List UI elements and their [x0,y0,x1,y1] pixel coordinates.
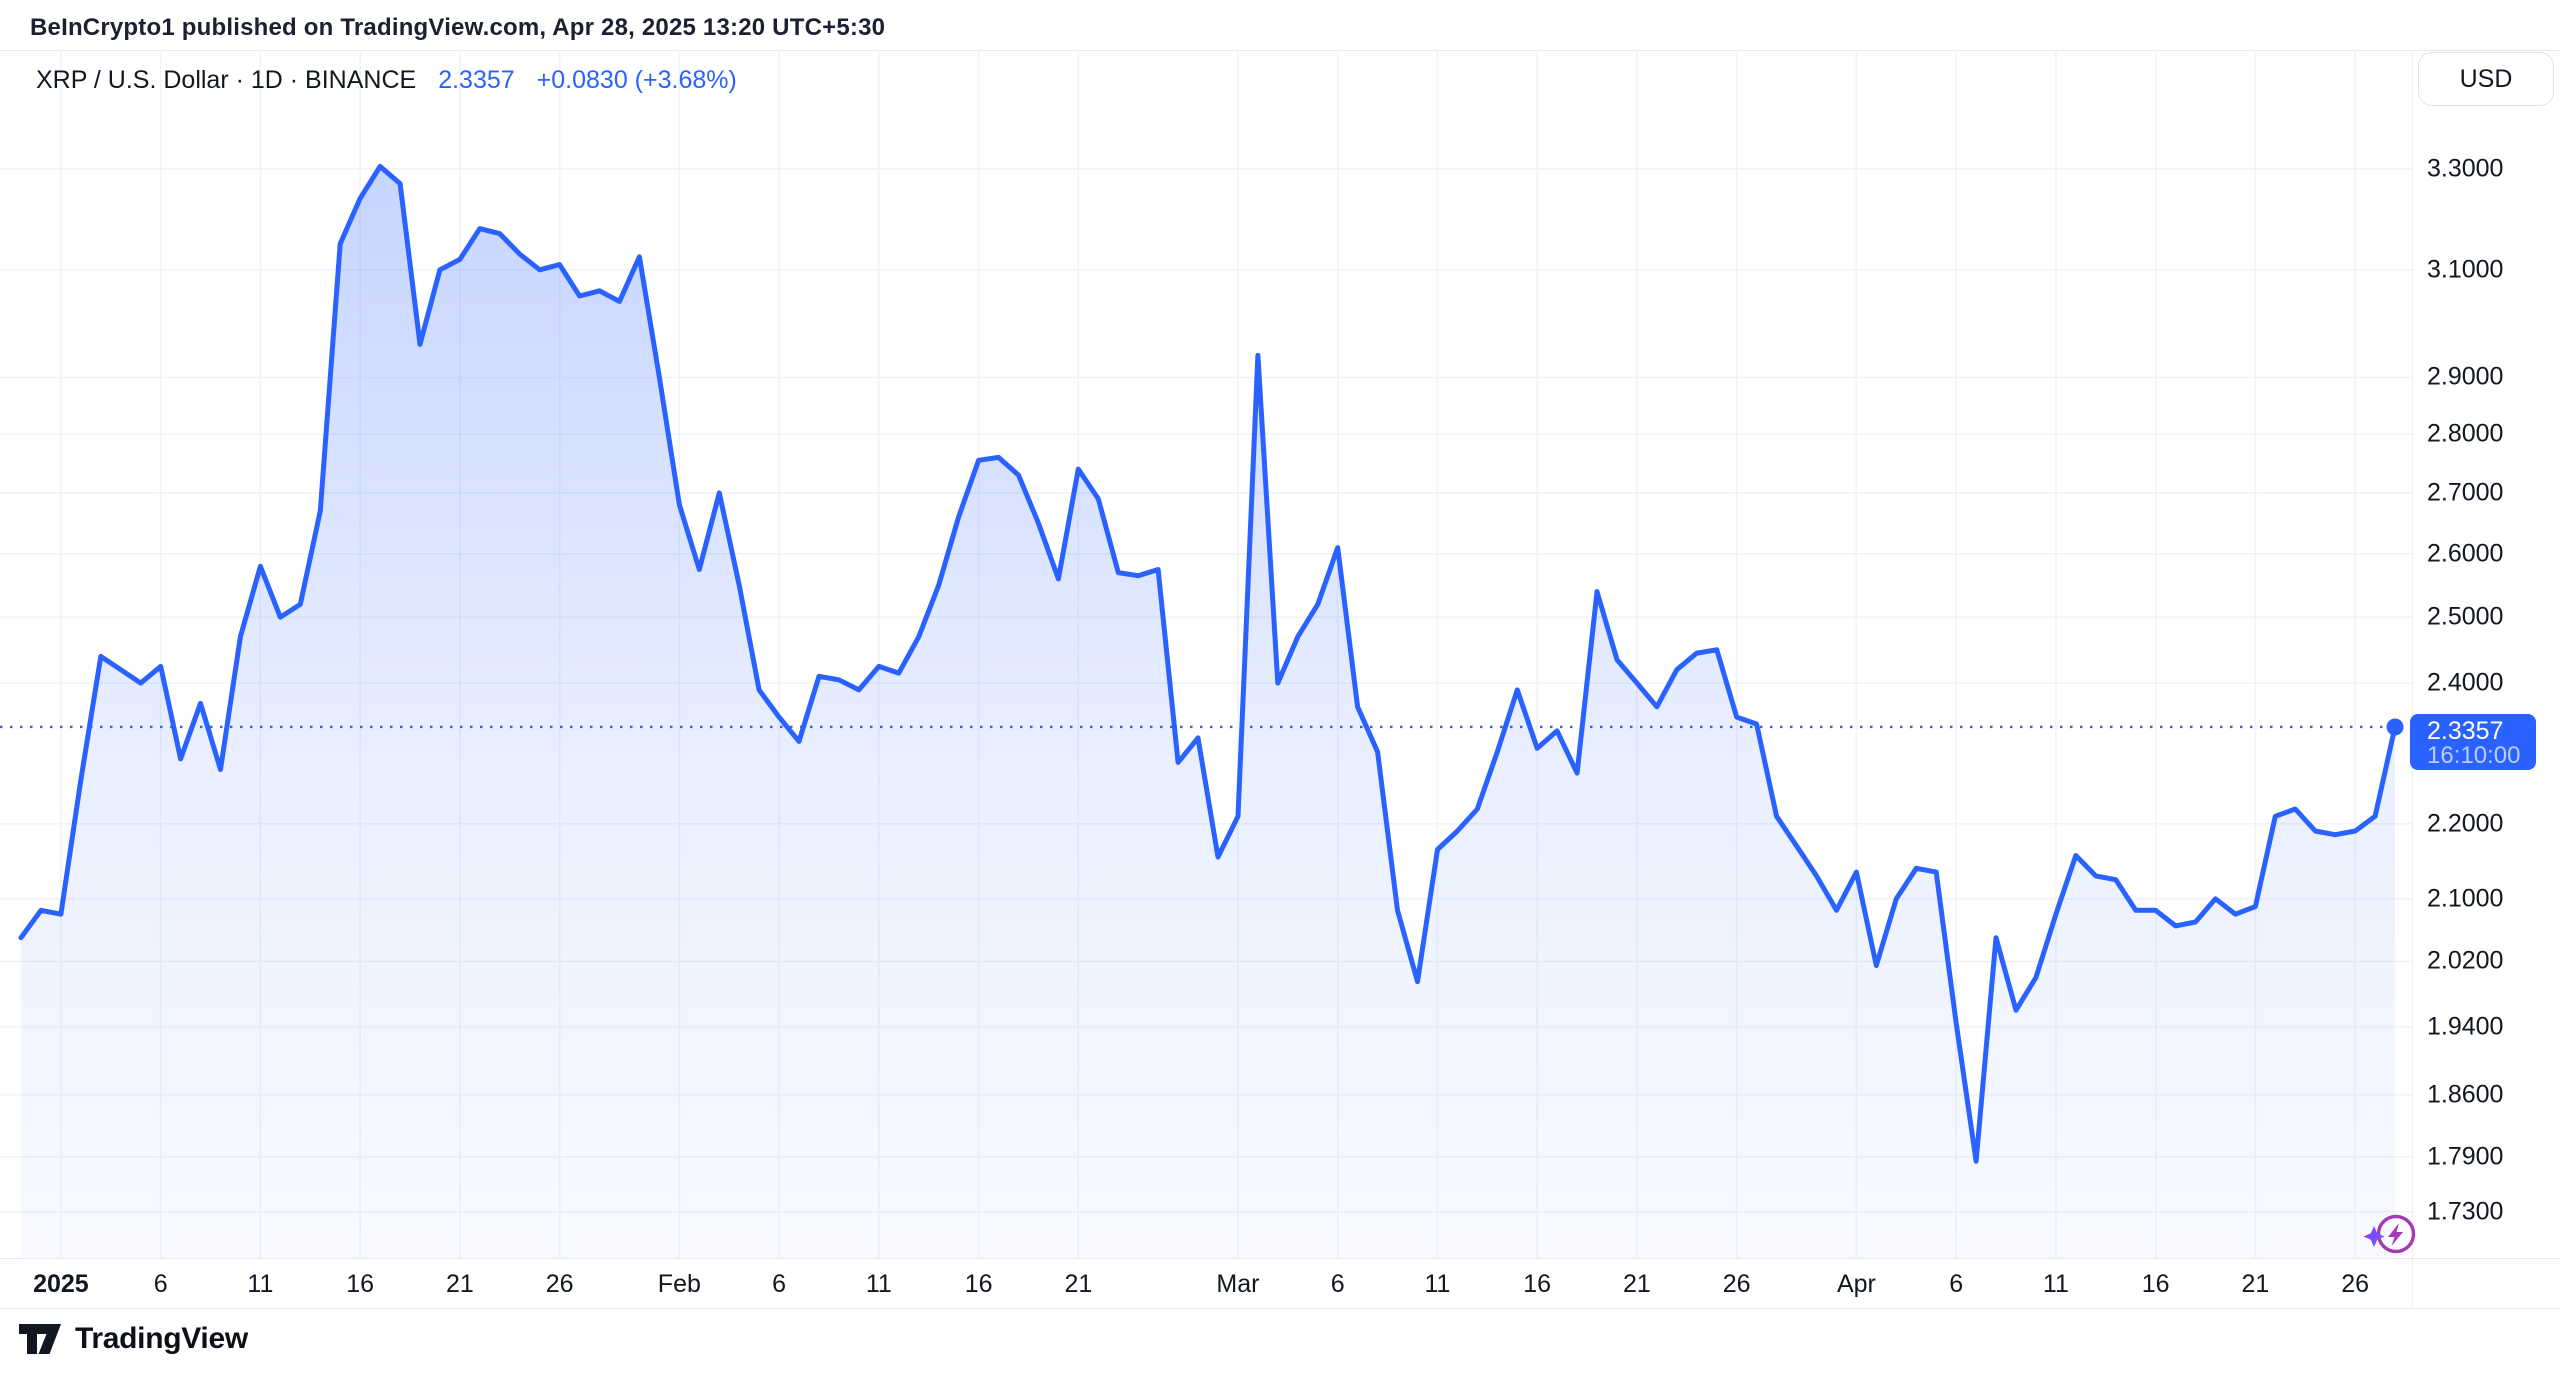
area-fill [21,166,2395,1258]
time-axis-border [0,1258,2560,1259]
y-tick-label: 2.4000 [2427,668,2504,697]
chart-bottom-border [0,1308,2560,1309]
x-tick-label: 21 [445,1270,474,1298]
attribution-text: BeInCrypto1 published on TradingView.com… [30,14,886,41]
currency-button[interactable]: USD [2418,52,2554,106]
last-price-dot [2386,718,2404,736]
x-tick-label: 26 [2341,1270,2370,1298]
y-tick-label: 2.1000 [2427,884,2504,913]
x-tick-label: 2025 [33,1270,89,1298]
chart-top-border [0,50,2560,51]
x-tick-label: 11 [247,1270,274,1298]
tradingview-logo[interactable]: TradingView [18,1320,248,1358]
x-tick-label: Feb [657,1270,701,1298]
x-tick-label: 16 [346,1270,375,1298]
x-tick-label: 11 [2042,1270,2069,1298]
x-tick-label: 21 [1064,1270,1093,1298]
y-tick-label: 3.1000 [2427,255,2504,284]
x-tick-label: 6 [772,1270,787,1298]
x-tick-label: Apr [1836,1270,1876,1298]
badge-price: 2.3357 [2427,716,2504,745]
price-change: +0.0830 (+3.68%) [536,66,737,94]
last-price-value: 2.3357 [438,66,515,94]
y-tick-label: 1.7900 [2427,1142,2504,1171]
y-tick-label: 2.0200 [2427,946,2504,975]
symbol-title: XRP / U.S. Dollar · 1D · BINANCE [36,66,417,94]
symbol-legend: XRP / U.S. Dollar · 1D · BINANCE 2.3357 … [36,66,737,95]
x-tick-label: 26 [545,1270,574,1298]
badge-time: 16:10:00 [2427,741,2521,769]
x-tick-label: 16 [964,1270,993,1298]
y-tick-label: 1.7300 [2427,1197,2504,1226]
tradingview-logo-mark [19,1324,61,1354]
x-tick-label: 16 [1523,1270,1552,1298]
y-tick-label: 2.2000 [2427,809,2504,838]
y-tick-label: 2.5000 [2427,602,2504,631]
x-tick-label: 26 [1722,1270,1751,1298]
y-tick-label: 1.9400 [2427,1012,2504,1041]
x-tick-label: 6 [153,1270,168,1298]
x-tick-label: Mar [1216,1270,1260,1298]
x-tick-label: 16 [2141,1270,2170,1298]
last-price-badge: 2.3357 16:10:00 [2410,713,2536,770]
currency-button-label: USD [2459,64,2513,93]
y-tick-label: 2.8000 [2427,419,2504,448]
x-tick-label: 11 [1424,1270,1451,1298]
y-tick-label: 2.7000 [2427,478,2504,507]
x-tick-label: 21 [1623,1270,1651,1298]
flash-lightning-icon [2363,1208,2421,1260]
x-tick-label: 21 [2241,1270,2270,1298]
price-line [18,163,2398,1164]
x-tick-label: 6 [1949,1270,1964,1298]
tradingview-logo-text: TradingView [75,1322,248,1355]
x-tick-label: 11 [865,1270,892,1298]
price-axis-border [2412,50,2413,1308]
y-tick-label: 2.9000 [2427,362,2504,391]
y-tick-label: 3.3000 [2427,154,2504,183]
y-tick-label: 1.8600 [2427,1080,2504,1109]
x-tick-label: 6 [1330,1270,1345,1298]
y-tick-label: 2.6000 [2427,539,2504,568]
